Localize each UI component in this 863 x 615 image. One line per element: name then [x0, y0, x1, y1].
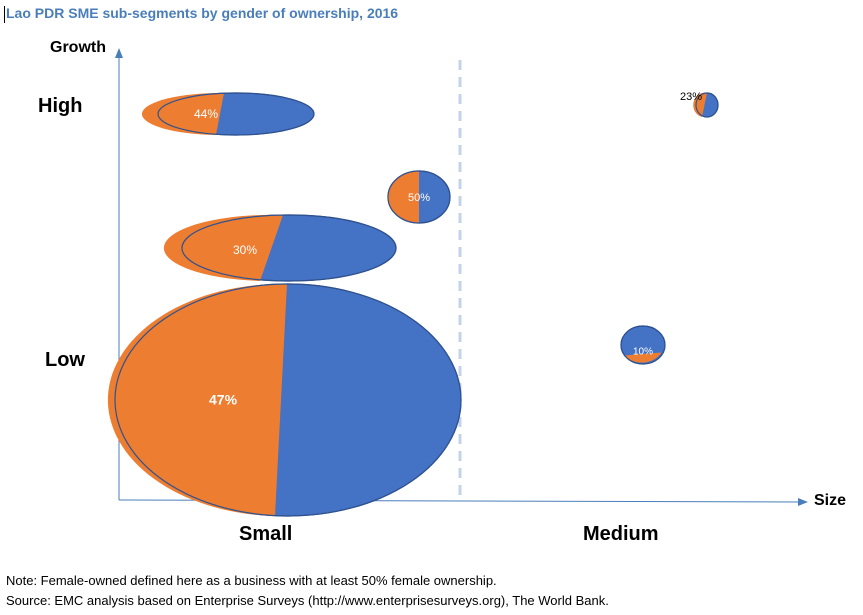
- bubble-small-high-2: 50%: [387, 170, 451, 224]
- bubble-female-share: [388, 171, 419, 223]
- y-axis-label: Growth: [50, 39, 106, 56]
- y-tick-high: High: [38, 95, 82, 117]
- x-axis-label: Size: [814, 492, 846, 509]
- bubble-outline: [114, 283, 462, 517]
- bubble-outline: [157, 92, 315, 136]
- bubble-female-share: [163, 214, 283, 281]
- y-axis-arrow: [115, 48, 123, 58]
- bubble-label: 50%: [408, 192, 430, 204]
- source-note: Source: EMC analysis based on Enterprise…: [6, 593, 609, 608]
- bubble-small-low-4: 47%: [107, 283, 462, 517]
- x-axis-arrow: [798, 498, 808, 506]
- bubble-outline: [387, 170, 451, 224]
- y-tick-low: Low: [45, 349, 85, 371]
- bubble-small-low-3: 30%: [163, 214, 397, 282]
- chart-title: Lao PDR SME sub-segments by gender of ow…: [3, 5, 399, 23]
- bubble-female-share: [107, 283, 287, 516]
- bubble-label: 23%: [680, 91, 702, 103]
- bubble-outline: [695, 92, 719, 118]
- bubble-small-high-1: 44%: [141, 92, 315, 136]
- bubble-outline: [181, 214, 397, 282]
- bubble-label: 30%: [233, 243, 257, 257]
- bubbles-group: 44% 50% 30% 47% 23% 10%: [107, 91, 719, 517]
- bubble-chart: Growth Size High Low Small Medium 44% 50%…: [38, 39, 846, 545]
- x-tick-medium: Medium: [583, 523, 659, 545]
- bubble-medium-high-5: 23%: [680, 91, 719, 118]
- x-tick-small: Small: [239, 523, 292, 545]
- footnote: Note: Female-owned defined here as a bus…: [6, 573, 497, 588]
- bubble-label: 47%: [209, 392, 238, 408]
- bubble-label: 44%: [194, 107, 218, 121]
- bubble-female-share: [693, 92, 707, 117]
- bubble-label: 10%: [633, 347, 653, 358]
- bubble-outline: [620, 325, 666, 365]
- bubble-medium-low-6: 10%: [620, 325, 666, 365]
- bubble-female-share: [624, 352, 662, 363]
- bubble-female-share: [141, 92, 224, 135]
